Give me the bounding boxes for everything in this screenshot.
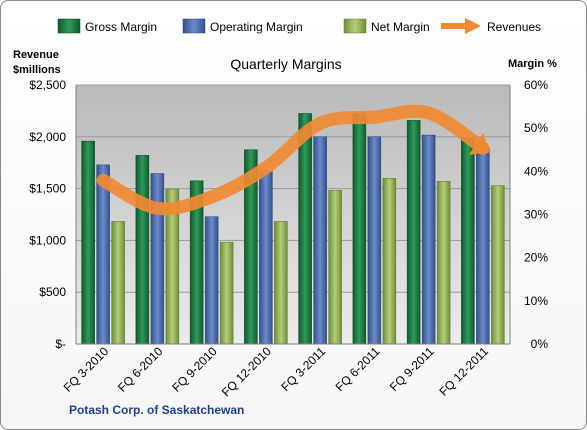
revenues-arrowhead bbox=[469, 132, 490, 155]
x-tick-label: FQ 12-2011 bbox=[436, 344, 491, 399]
bar-operating-margin bbox=[313, 136, 327, 345]
left-tick-label: $2,000 bbox=[29, 130, 66, 144]
bar-operating-margin bbox=[204, 216, 219, 345]
right-tick-label: 60% bbox=[524, 78, 548, 92]
bar-operating-margin bbox=[96, 164, 110, 345]
bar-net-margin bbox=[382, 177, 397, 345]
legend: Gross Margin Operating Margin Net Margin… bbox=[57, 18, 541, 34]
right-axis-title: Margin % bbox=[508, 58, 557, 70]
bar-net-margin bbox=[491, 185, 505, 345]
bar-operating-margin bbox=[150, 173, 165, 345]
legend-label-revenues: Revenues bbox=[487, 20, 541, 34]
x-tick-label: FQ 3-2010 bbox=[61, 344, 112, 395]
bar-gross-margin bbox=[298, 113, 312, 345]
left-tick-label: $2,500 bbox=[29, 78, 66, 92]
chart-title: Quarterly Margins bbox=[230, 56, 341, 72]
legend-arrow-revenues bbox=[465, 18, 481, 34]
x-tick-label: FQ 3-2011 bbox=[278, 344, 328, 394]
left-tick-label: $500 bbox=[39, 285, 66, 299]
bar-gross-margin bbox=[406, 120, 421, 345]
bar-net-margin bbox=[328, 190, 342, 345]
right-tick-label: 20% bbox=[524, 251, 548, 265]
bar-net-margin bbox=[111, 221, 125, 345]
revenues-line bbox=[96, 104, 490, 216]
legend-swatch-gross-margin bbox=[57, 18, 81, 34]
x-tick-label: FQ 12-2010 bbox=[219, 344, 274, 399]
x-tick-label: FQ 9-2010 bbox=[169, 344, 220, 395]
bar-net-margin bbox=[219, 241, 234, 345]
left-tick-label: $- bbox=[55, 337, 66, 351]
right-tick-label: 0% bbox=[531, 337, 549, 351]
x-tick-label: FQ 6-2011 bbox=[333, 344, 383, 394]
bar-operating-margin bbox=[421, 134, 436, 345]
right-tick-label: 30% bbox=[524, 208, 548, 222]
bar-gross-margin bbox=[352, 113, 367, 345]
bar-operating-margin bbox=[476, 147, 490, 345]
bar-operating-margin bbox=[259, 171, 273, 345]
bar-gross-margin bbox=[81, 140, 95, 345]
legend-swatch-operating-margin bbox=[182, 18, 206, 34]
bar-operating-margin bbox=[367, 136, 382, 345]
bar-net-margin bbox=[436, 181, 451, 345]
bar-net-margin bbox=[274, 221, 288, 345]
left-tick-label: $1,500 bbox=[29, 182, 66, 196]
bar-gross-margin bbox=[461, 137, 475, 345]
source-label: Potash Corp. of Saskatchewan bbox=[69, 403, 244, 417]
legend-label-net-margin: Net Margin bbox=[371, 20, 430, 34]
legend-label-operating-margin: Operating Margin bbox=[210, 20, 303, 34]
right-tick-label: 50% bbox=[524, 121, 548, 135]
x-tick-label: FQ 9-2011 bbox=[387, 344, 437, 394]
bar-gross-margin bbox=[135, 155, 150, 345]
right-tick-label: 40% bbox=[524, 164, 548, 178]
left-axis-title-line-1: Revenue bbox=[13, 49, 59, 61]
x-tick-label: FQ 6-2010 bbox=[115, 344, 166, 395]
right-tick-label: 10% bbox=[524, 294, 548, 308]
legend-label-gross-margin: Gross Margin bbox=[85, 20, 157, 34]
legend-swatch-net-margin bbox=[343, 18, 367, 34]
left-tick-label: $1,000 bbox=[29, 233, 66, 247]
left-axis-title-line-2: $millions bbox=[13, 64, 61, 76]
